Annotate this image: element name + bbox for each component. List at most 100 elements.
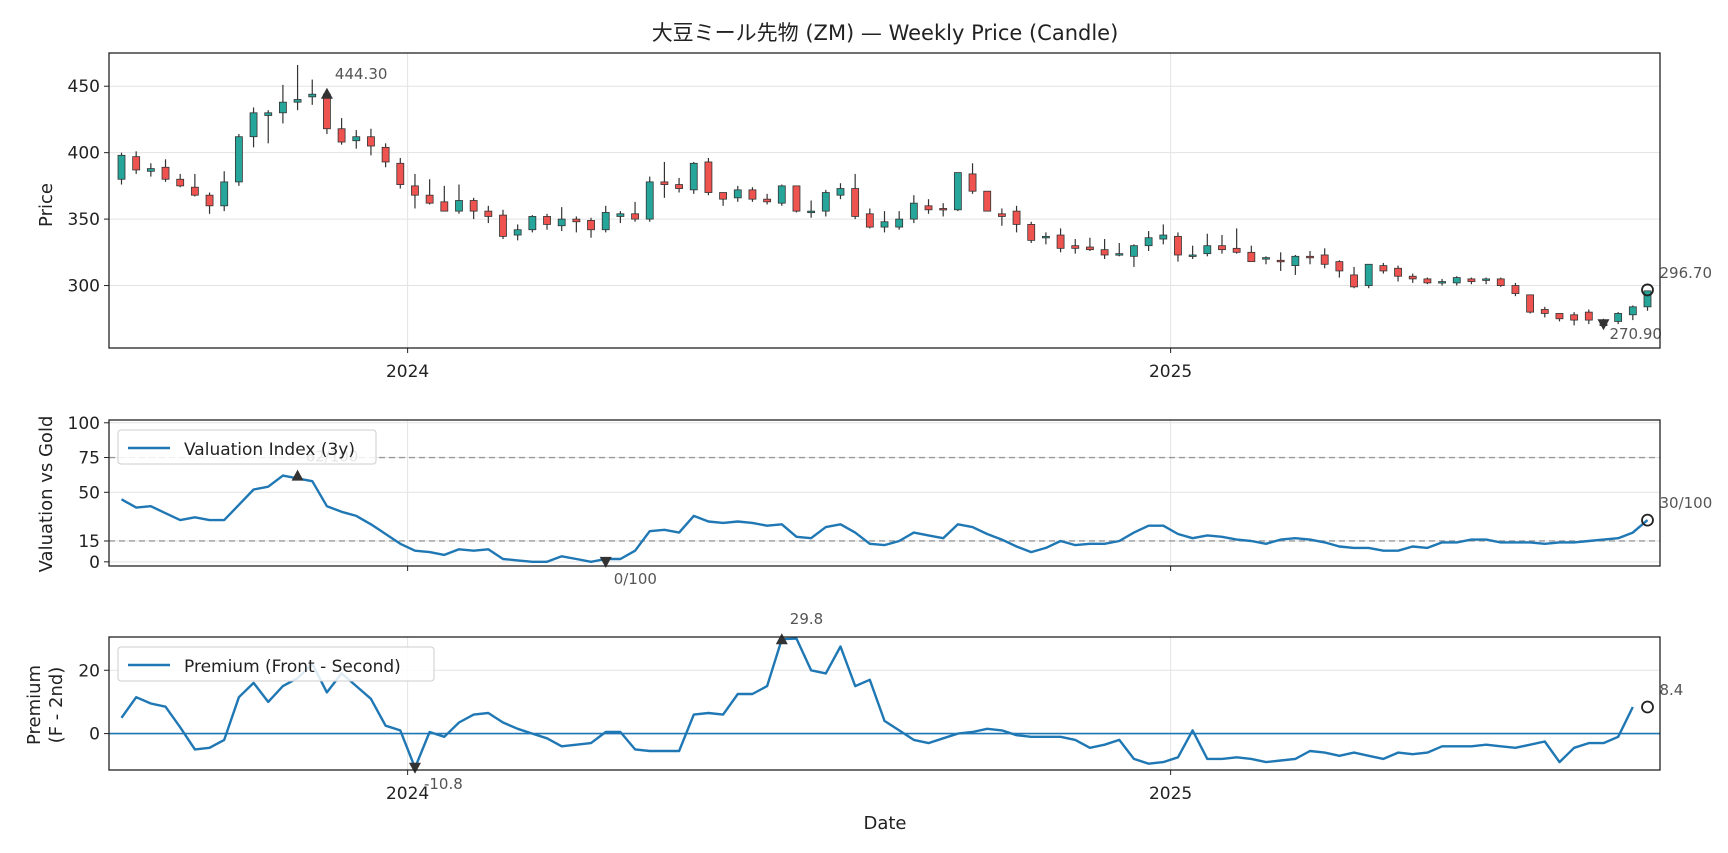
candle [132,151,141,174]
candle [792,185,801,213]
candle-body-down [748,189,757,200]
candle [308,79,317,105]
candle-body-up [234,136,243,183]
valuation-y-tick-label: 75 [78,449,100,469]
price-marker-triangle-up [320,87,333,99]
candle [469,197,478,220]
candle [440,185,449,212]
candle [733,185,742,202]
candle [528,215,537,233]
candle-body-up [909,202,918,220]
candle-body-up [455,200,463,212]
candle-body-down [411,185,419,196]
candle-body-up [293,99,302,103]
candle-body-up [513,229,522,236]
valuation-y-tick-label: 100 [68,414,100,434]
candle [499,209,507,240]
candle-body-up [733,189,742,199]
candle [205,192,214,214]
price-frame [108,52,1661,349]
candle [1335,260,1344,278]
premium-legend-box [117,646,435,682]
candle [1379,262,1388,274]
candle [455,184,463,214]
candle [396,157,405,189]
candle [234,134,243,186]
price-annotation-label: 296.70 [1660,264,1713,282]
candle [293,64,302,111]
candle-body-down [865,213,874,228]
candle [249,107,258,148]
candle [924,199,933,214]
candle-body-up [117,154,126,180]
valuation-y-tick-label: 50 [78,483,100,503]
candle-body-down [1526,294,1535,313]
candle [337,118,346,145]
candle [1526,294,1535,314]
candle-body-down [499,214,507,237]
candle [953,172,962,212]
candle-body-up [953,172,962,211]
candle-body-down [968,173,977,192]
candle [587,217,595,238]
candle [411,173,419,209]
candle [190,173,199,197]
candle-body-down [660,181,669,185]
candle-body-up [1364,263,1373,286]
candle [484,205,493,224]
candle [1027,221,1036,244]
candle [865,208,874,229]
candle [557,207,566,232]
candle [176,173,185,188]
candle [352,130,361,149]
candle-body-down [1027,224,1036,241]
candle [719,192,727,206]
candle-body-down [337,128,346,143]
x-axis-label: Date [863,813,906,834]
candle-body-down [704,161,713,193]
candle [1306,250,1314,265]
candle [1628,305,1637,321]
price-annotation-label: 444.30 [335,65,388,83]
candle-body-down [381,146,390,163]
premium-annotation-label: -10.8 [424,775,463,793]
candle [1320,248,1329,269]
candle-body-up [557,218,566,227]
valuation-marker-triangle-up [291,469,304,481]
candle [1086,237,1094,251]
candle-body-up [1643,290,1652,308]
candle-body-down [440,201,449,212]
candle-body-down [1276,259,1285,263]
candle [1394,265,1402,282]
candle [1174,232,1182,262]
premium-x-tick-label: 2024 [386,784,429,804]
candle-body-up [777,185,786,204]
valuation-legend-label: Valuation Index (3y) [184,440,355,460]
chart-title: 大豆ミール先物 (ZM) — Weekly Price (Candle) [652,21,1119,45]
candle [1144,231,1153,251]
candle [1570,312,1579,326]
candle-body-up [689,162,698,191]
candle-body-up [1115,253,1124,256]
candle [1555,313,1564,322]
premium-axis-ticks: 0 20 2024 2025 [78,661,1192,804]
candle-body-up [308,93,317,98]
candle [1540,306,1549,318]
candle-body-down [543,216,551,225]
premium-y-tick-label: 20 [78,661,100,681]
candle-body-up [836,188,845,196]
candle [1262,256,1270,265]
candle-body-down [425,194,434,204]
candle [1291,254,1300,275]
premium-annotation-label: 29.8 [790,610,823,628]
candle-body-down [1100,249,1109,256]
candle-body-down [1056,234,1065,249]
valuation-legend: Valuation Index (3y) [117,429,377,465]
premium-line [120,637,1634,769]
candle-body-down [1555,313,1564,320]
candle [1218,235,1226,254]
candle [1100,239,1109,259]
candle [1614,312,1623,325]
candle [1203,233,1212,257]
